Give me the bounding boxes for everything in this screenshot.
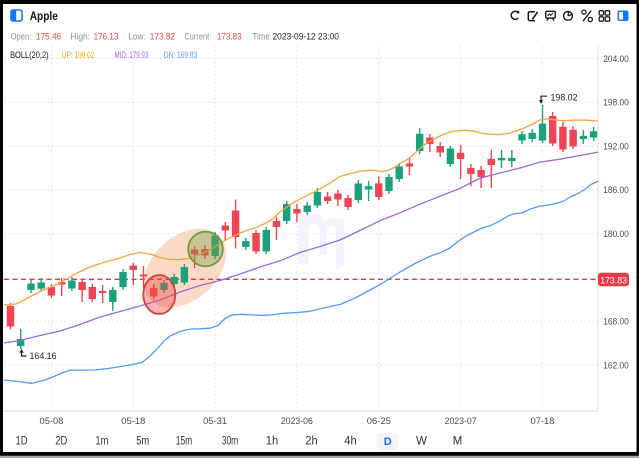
svg-text:BOLL(20,2): BOLL(20,2) — [10, 50, 49, 61]
svg-text:Time:: Time: — [253, 31, 272, 42]
svg-text:2D: 2D — [55, 435, 67, 447]
svg-text:2023-06: 2023-06 — [281, 416, 313, 427]
svg-text:192.00: 192.00 — [603, 141, 629, 152]
svg-text:Low:: Low: — [128, 31, 146, 42]
svg-text:High:: High: — [71, 31, 91, 42]
svg-text:2023-09-12 23:00: 2023-09-12 23:00 — [273, 31, 340, 42]
svg-text:204.00: 204.00 — [603, 54, 629, 65]
svg-text:173.83: 173.83 — [217, 31, 242, 42]
svg-text:173.83: 173.83 — [600, 275, 627, 286]
svg-text:MID: 179.93: MID: 179.93 — [115, 50, 149, 61]
svg-text:05-08: 05-08 — [40, 416, 64, 427]
svg-text:1m: 1m — [95, 435, 108, 447]
svg-text:05-31: 05-31 — [203, 416, 227, 427]
svg-text:15m: 15m — [176, 435, 193, 447]
svg-text:4h: 4h — [344, 435, 357, 447]
svg-text:DN: 169.83: DN: 169.83 — [164, 50, 198, 61]
svg-text:D: D — [384, 436, 392, 448]
svg-text:173.82: 173.82 — [150, 31, 175, 42]
svg-text:186.00: 186.00 — [603, 185, 629, 196]
svg-text:164.16: 164.16 — [30, 351, 57, 362]
svg-text:168.00: 168.00 — [603, 317, 629, 328]
svg-text:Apple: Apple — [30, 11, 58, 23]
svg-text:198.02: 198.02 — [551, 92, 578, 103]
svg-text:Current:: Current: — [184, 31, 211, 42]
svg-text:05-18: 05-18 — [121, 416, 145, 427]
svg-text:180.00: 180.00 — [603, 229, 629, 240]
svg-text:M: M — [453, 435, 463, 447]
svg-text:1h: 1h — [266, 435, 279, 447]
svg-text:198.00: 198.00 — [603, 98, 629, 109]
svg-text:162.00: 162.00 — [603, 360, 629, 371]
svg-text:30m: 30m — [222, 435, 239, 447]
svg-text:175.46: 175.46 — [36, 31, 61, 42]
svg-text:2023-07: 2023-07 — [445, 416, 477, 427]
svg-text:Open:: Open: — [11, 31, 32, 42]
svg-text:2h: 2h — [305, 435, 318, 447]
svg-text:07-18: 07-18 — [531, 416, 555, 427]
svg-text:W: W — [416, 435, 427, 447]
svg-text:06-25: 06-25 — [367, 416, 391, 427]
svg-text:UP: 190.02: UP: 190.02 — [62, 50, 94, 61]
svg-text:5m: 5m — [136, 435, 149, 447]
svg-text:176.13: 176.13 — [94, 31, 119, 42]
svg-text:1D: 1D — [16, 435, 28, 447]
